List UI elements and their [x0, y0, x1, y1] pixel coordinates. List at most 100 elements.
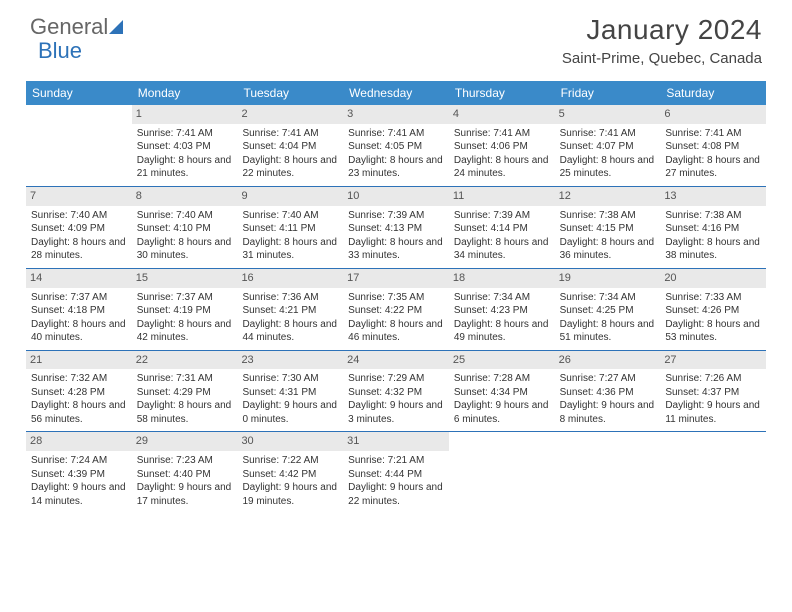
day-number: 20: [660, 269, 766, 288]
daylight-text: Daylight: 8 hours and 33 minutes.: [348, 236, 444, 263]
day-number: 3: [343, 105, 449, 124]
day-cell: 27Sunrise: 7:26 AMSunset: 4:37 PMDayligh…: [660, 351, 766, 432]
sunrise-text: Sunrise: 7:38 AM: [665, 209, 761, 223]
day-number: 25: [449, 351, 555, 370]
day-number: 24: [343, 351, 449, 370]
sunrise-text: Sunrise: 7:24 AM: [31, 454, 127, 468]
page-header: General January 2024 Saint-Prime, Quebec…: [0, 0, 792, 73]
daylight-text: Daylight: 8 hours and 42 minutes.: [137, 318, 233, 345]
day-cell: 22Sunrise: 7:31 AMSunset: 4:29 PMDayligh…: [132, 351, 238, 432]
sunrise-text: Sunrise: 7:34 AM: [454, 291, 550, 305]
day-cell: 8Sunrise: 7:40 AMSunset: 4:10 PMDaylight…: [132, 187, 238, 268]
sunset-text: Sunset: 4:15 PM: [560, 222, 656, 236]
sunrise-text: Sunrise: 7:27 AM: [560, 372, 656, 386]
daylight-text: Daylight: 8 hours and 21 minutes.: [137, 154, 233, 181]
day-number: 17: [343, 269, 449, 288]
day-cell: 2Sunrise: 7:41 AMSunset: 4:04 PMDaylight…: [237, 105, 343, 186]
day-cell: 25 Sunrise: 7:28 AMSunset: 4:34 PMDayligh…: [449, 351, 555, 432]
sunset-text: Sunset: 4:39 PM: [31, 468, 127, 482]
logo-text-1: General: [30, 14, 108, 40]
sunset-text: Sunset: 4:42 PM: [242, 468, 338, 482]
daylight-text: Daylight: 9 hours and 6 minutes.: [454, 399, 550, 426]
daylight-text: Daylight: 8 hours and 30 minutes.: [137, 236, 233, 263]
sunset-text: Sunset: 4:25 PM: [560, 304, 656, 318]
sunrise-text: Sunrise: 7:41 AM: [665, 127, 761, 141]
day-cell: 13Sunrise: 7:38 AMSunset: 4:16 PMDayligh…: [660, 187, 766, 268]
day-cell: 29Sunrise: 7:23 AMSunset: 4:40 PMDayligh…: [132, 432, 238, 513]
month-title: January 2024: [562, 14, 762, 46]
day-cell: 19Sunrise: 7:34 AMSunset: 4:25 PMDayligh…: [555, 269, 661, 350]
sunset-text: Sunset: 4:14 PM: [454, 222, 550, 236]
day-cell: 24Sunrise: 7:29 AMSunset: 4:32 PMDayligh…: [343, 351, 449, 432]
weekday-label: Sunday: [26, 81, 132, 105]
sunset-text: Sunset: 4:34 PM: [454, 386, 550, 400]
daylight-text: Daylight: 8 hours and 28 minutes.: [31, 236, 127, 263]
daylight-text: Daylight: 8 hours and 53 minutes.: [665, 318, 761, 345]
daylight-text: Daylight: 9 hours and 3 minutes.: [348, 399, 444, 426]
day-cell: 10Sunrise: 7:39 AMSunset: 4:13 PMDayligh…: [343, 187, 449, 268]
sunrise-text: Sunrise: 7:40 AM: [137, 209, 233, 223]
sunrise-text: Sunrise: 7:30 AM: [242, 372, 338, 386]
daylight-text: Daylight: 8 hours and 23 minutes.: [348, 154, 444, 181]
sunrise-text: Sunrise: 7:41 AM: [560, 127, 656, 141]
weeks-container: 1Sunrise: 7:41 AMSunset: 4:03 PMDaylight…: [26, 105, 766, 513]
weekday-label: Saturday: [660, 81, 766, 105]
sunset-text: Sunset: 4:23 PM: [454, 304, 550, 318]
day-number: 12: [555, 187, 661, 206]
daylight-text: Daylight: 9 hours and 22 minutes.: [348, 481, 444, 508]
sunrise-text: Sunrise: 7:40 AM: [31, 209, 127, 223]
day-number: 18: [449, 269, 555, 288]
day-number: 27: [660, 351, 766, 370]
day-number: 26: [555, 351, 661, 370]
weekday-label: Wednesday: [343, 81, 449, 105]
sunrise-text: Sunrise: 7:39 AM: [454, 209, 550, 223]
daylight-text: Daylight: 8 hours and 25 minutes.: [560, 154, 656, 181]
day-number: 29: [132, 432, 238, 451]
daylight-text: Daylight: 8 hours and 56 minutes.: [31, 399, 127, 426]
day-number: 7: [26, 187, 132, 206]
sunrise-text: Sunrise: 7:37 AM: [137, 291, 233, 305]
day-cell: 6Sunrise: 7:41 AMSunset: 4:08 PMDaylight…: [660, 105, 766, 186]
week-row: 14Sunrise: 7:37 AMSunset: 4:18 PMDayligh…: [26, 269, 766, 351]
day-cell: 9Sunrise: 7:40 AMSunset: 4:11 PMDaylight…: [237, 187, 343, 268]
day-number: 1: [132, 105, 238, 124]
logo-text-2: Blue: [38, 38, 82, 64]
sunrise-text: Sunrise: 7:28 AM: [454, 372, 550, 386]
day-cell: 17Sunrise: 7:35 AMSunset: 4:22 PMDayligh…: [343, 269, 449, 350]
sunset-text: Sunset: 4:37 PM: [665, 386, 761, 400]
sunset-text: Sunset: 4:08 PM: [665, 140, 761, 154]
sunset-text: Sunset: 4:22 PM: [348, 304, 444, 318]
daylight-text: Daylight: 8 hours and 34 minutes.: [454, 236, 550, 263]
sunset-text: Sunset: 4:31 PM: [242, 386, 338, 400]
sunset-text: Sunset: 4:06 PM: [454, 140, 550, 154]
sunrise-text: Sunrise: 7:23 AM: [137, 454, 233, 468]
day-cell: 7 Sunrise: 7:40 AMSunset: 4:09 PMDaylight…: [26, 187, 132, 268]
sunrise-text: Sunrise: 7:41 AM: [348, 127, 444, 141]
day-number: 30: [237, 432, 343, 451]
daylight-text: Daylight: 9 hours and 0 minutes.: [242, 399, 338, 426]
sunset-text: Sunset: 4:19 PM: [137, 304, 233, 318]
week-row: 21Sunrise: 7:32 AMSunset: 4:28 PMDayligh…: [26, 351, 766, 433]
sunset-text: Sunset: 4:11 PM: [242, 222, 338, 236]
calendar: Sunday Monday Tuesday Wednesday Thursday…: [26, 81, 766, 513]
sunset-text: Sunset: 4:21 PM: [242, 304, 338, 318]
sunset-text: Sunset: 4:10 PM: [137, 222, 233, 236]
weekday-label: Friday: [555, 81, 661, 105]
day-cell: 5Sunrise: 7:41 AMSunset: 4:07 PMDaylight…: [555, 105, 661, 186]
daylight-text: Daylight: 8 hours and 51 minutes.: [560, 318, 656, 345]
day-cell: 12Sunrise: 7:38 AMSunset: 4:15 PMDayligh…: [555, 187, 661, 268]
daylight-text: Daylight: 8 hours and 49 minutes.: [454, 318, 550, 345]
weekday-label: Monday: [132, 81, 238, 105]
sunset-text: Sunset: 4:09 PM: [31, 222, 127, 236]
sunset-text: Sunset: 4:18 PM: [31, 304, 127, 318]
day-number: 16: [237, 269, 343, 288]
day-number: 9: [237, 187, 343, 206]
day-cell: 31Sunrise: 7:21 AMSunset: 4:44 PMDayligh…: [343, 432, 449, 513]
weekday-header-row: Sunday Monday Tuesday Wednesday Thursday…: [26, 81, 766, 105]
daylight-text: Daylight: 9 hours and 17 minutes.: [137, 481, 233, 508]
sunrise-text: Sunrise: 7:22 AM: [242, 454, 338, 468]
day-cell: [660, 432, 766, 513]
day-cell: 16Sunrise: 7:36 AMSunset: 4:21 PMDayligh…: [237, 269, 343, 350]
sunrise-text: Sunrise: 7:39 AM: [348, 209, 444, 223]
sunrise-text: Sunrise: 7:41 AM: [454, 127, 550, 141]
